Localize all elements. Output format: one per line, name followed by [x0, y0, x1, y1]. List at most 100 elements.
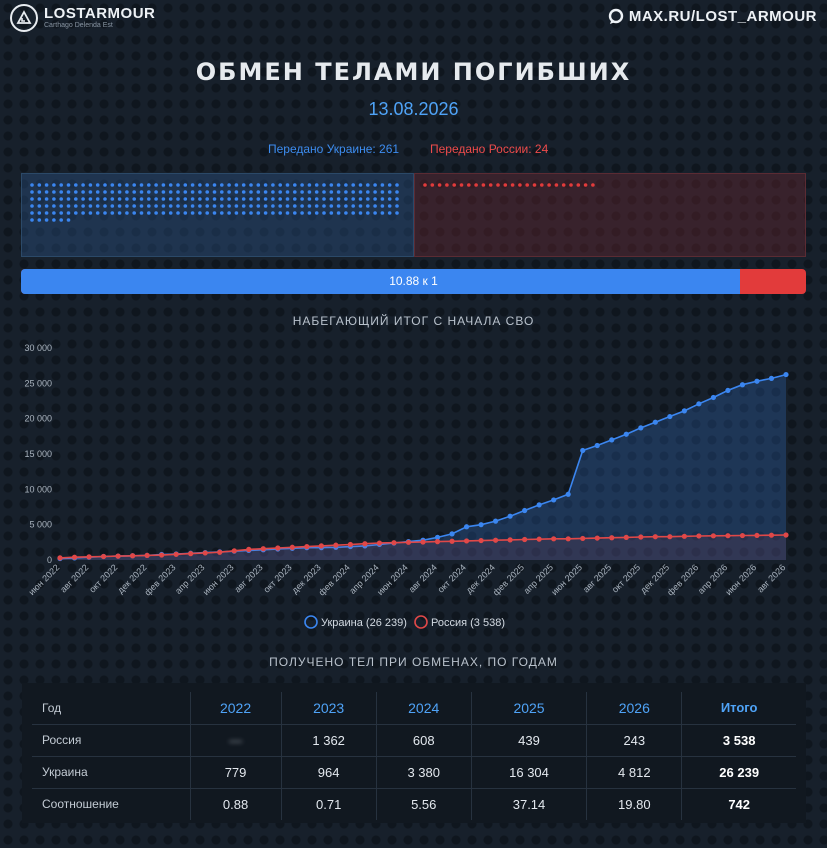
ukraine-body-dot — [373, 204, 377, 208]
data-point — [739, 382, 746, 388]
ukraine-body-dot — [117, 183, 122, 187]
site-url: MAX.RU/LOST_ARMOUR — [628, 7, 817, 25]
ukraine-body-dot — [344, 211, 348, 215]
y-tick-label: 25 000 — [24, 378, 52, 388]
ukraine-body-dot — [322, 204, 326, 208]
data-point — [231, 548, 237, 554]
ukraine-body-dot — [373, 211, 377, 215]
ukraine-body-dot — [358, 204, 363, 208]
data-point — [449, 531, 455, 537]
ukraine-body-dot — [59, 190, 63, 194]
ukraine-body-dot — [103, 183, 107, 187]
russia-body-dot — [459, 183, 464, 187]
x-tick-label: июн 2025 — [549, 562, 584, 597]
ukraine-body-dot — [220, 197, 224, 201]
ukraine-body-dot — [176, 204, 180, 208]
ukraine-body-dot — [285, 211, 290, 215]
x-tick-label: авг 2024 — [407, 562, 439, 594]
ukraine-body-dot — [336, 190, 341, 194]
ukraine-body-dot — [329, 204, 334, 208]
brand-logo[interactable]: LOSTARMOUR Carthago Delenda Est — [10, 4, 155, 32]
ukraine-body-dot — [271, 211, 275, 215]
transferred-russia-label: Передано России: 24 — [430, 142, 549, 156]
ukraine-body-dot — [387, 197, 392, 201]
site-link[interactable]: MAX.RU/LOST_ARMOUR — [607, 7, 817, 25]
ukraine-body-dot — [285, 197, 290, 201]
ukraine-body-dot — [88, 183, 93, 187]
data-point — [493, 518, 499, 524]
ukraine-body-dot — [30, 197, 34, 201]
ukraine-body-dot — [351, 190, 356, 194]
data-point — [130, 553, 136, 559]
ukraine-body-dot — [285, 204, 290, 208]
data-point — [463, 524, 470, 530]
brand-name: LOSTARMOUR — [44, 5, 156, 22]
ukraine-body-dot — [168, 183, 173, 187]
ukraine-body-dot — [380, 204, 385, 208]
ukraine-body-dot — [366, 183, 370, 187]
ukraine-body-dot — [147, 183, 151, 187]
ukraine-body-dot — [30, 204, 34, 208]
ukraine-body-dot — [285, 190, 290, 194]
ukraine-body-dot — [103, 211, 107, 215]
ukraine-body-dot — [125, 211, 129, 215]
table-cell: — — [190, 724, 282, 757]
data-point — [725, 387, 731, 393]
data-point — [434, 534, 441, 540]
ukraine-body-dot — [351, 197, 356, 201]
ukraine-body-dot — [183, 197, 188, 201]
ukraine-body-dot — [81, 197, 85, 201]
data-point — [739, 532, 746, 539]
russia-body-dot — [474, 183, 478, 187]
ukraine-body-dot — [322, 183, 326, 187]
ukraine-body-dot — [103, 190, 107, 194]
ukraine-body-dot — [110, 183, 115, 187]
x-tick-label: фев 2024 — [317, 562, 352, 597]
data-point — [609, 437, 615, 443]
legend-entry: Россия (3 538) — [431, 617, 505, 629]
ukraine-body-dot — [227, 183, 231, 187]
ukraine-body-dot — [234, 197, 239, 201]
data-point — [725, 533, 731, 539]
data-point — [289, 544, 295, 550]
data-point — [463, 538, 470, 544]
ukraine-body-dot — [256, 183, 261, 187]
ukraine-body-dot — [183, 204, 188, 208]
ukraine-body-dot — [395, 183, 399, 187]
x-tick-label: окт 2024 — [436, 562, 468, 594]
ukraine-body-dot — [125, 197, 129, 201]
table-cell: 0.88 — [190, 788, 282, 820]
data-point — [449, 538, 455, 544]
table-cell: 243 — [586, 724, 683, 757]
ukraine-body-dot — [329, 183, 334, 187]
ukraine-body-dot — [37, 197, 42, 201]
ukraine-body-dot — [176, 183, 180, 187]
ukraine-body-dot — [249, 204, 253, 208]
ukraine-body-dot — [74, 204, 78, 208]
ukraine-body-dot — [263, 197, 268, 201]
data-point — [783, 532, 789, 538]
ukraine-body-dot — [139, 190, 144, 194]
x-tick-label: окт 2023 — [261, 562, 293, 594]
table-header-row: Год 2022 2023 2024 2025 2026 Итого — [32, 692, 796, 725]
russia-body-dot — [510, 183, 515, 187]
data-point — [159, 552, 165, 558]
ukraine-body-dot — [220, 190, 224, 194]
table-cell: 4 812 — [586, 756, 683, 789]
ukraine-body-dot — [66, 190, 71, 194]
ukraine-body-dot — [52, 183, 56, 187]
table-cell: 37.14 — [471, 788, 588, 820]
ukraine-body-dot — [314, 190, 319, 194]
data-point — [304, 543, 310, 550]
ukraine-body-dot — [59, 211, 63, 215]
x-tick-label: авг 2025 — [581, 562, 613, 594]
table-header-total: Итого — [681, 692, 796, 725]
ukraine-body-dot — [278, 204, 283, 208]
ukraine-body-dot — [147, 204, 151, 208]
data-point — [638, 425, 644, 431]
x-tick-label: фев 2026 — [665, 562, 700, 597]
ukraine-body-dot — [44, 190, 49, 194]
ukraine-body-dot — [241, 211, 246, 215]
ukraine-body-dot — [366, 197, 370, 201]
x-tick-label: июн 2026 — [724, 562, 759, 597]
